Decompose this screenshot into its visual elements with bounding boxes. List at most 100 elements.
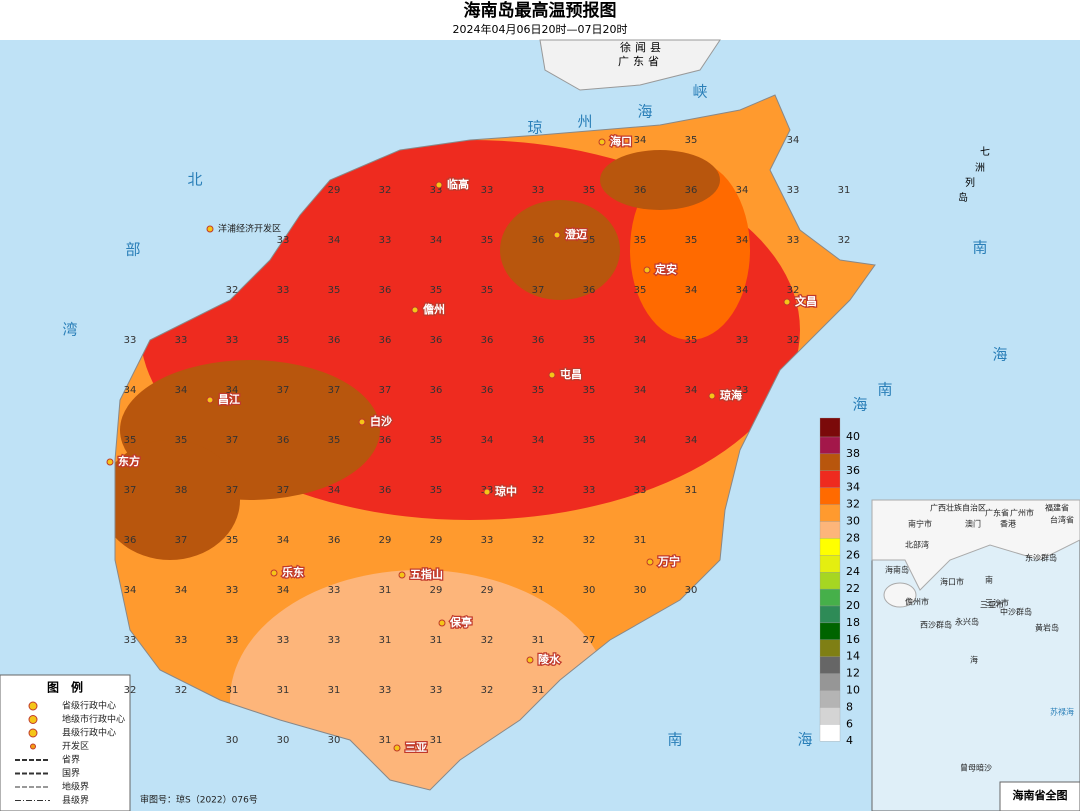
- city-label: 琼中: [495, 484, 517, 498]
- color-bin: [819, 504, 841, 522]
- temperature: 29: [481, 585, 494, 596]
- inset-label: 西沙群岛: [920, 620, 952, 630]
- temperature: 33: [787, 185, 800, 196]
- temperature: 37: [532, 285, 545, 296]
- sea-label: 琼: [527, 119, 542, 137]
- inset-label: 海口市: [940, 577, 964, 587]
- scale-label: 20: [846, 599, 860, 612]
- city-marker: [783, 298, 791, 306]
- temperature: 31: [685, 485, 698, 496]
- inset-label: 澳门: [965, 519, 981, 529]
- color-bin: [819, 673, 841, 691]
- temperature: 36: [481, 385, 494, 396]
- color-bin: [819, 707, 841, 725]
- temperature: 38: [175, 485, 188, 496]
- temperature: 32: [838, 235, 851, 246]
- temperature: 35: [430, 485, 443, 496]
- temperature: 32: [226, 285, 239, 296]
- temperature: 31: [532, 635, 545, 646]
- temperature: 35: [583, 385, 596, 396]
- temperature: 30: [583, 585, 596, 596]
- legend-item: 省级行政中心: [62, 700, 116, 712]
- temperature: 34: [481, 435, 494, 446]
- temperature: 35: [583, 185, 596, 196]
- city-marker: [598, 138, 606, 146]
- island-label: 洲: [975, 162, 985, 174]
- temperature: 34: [685, 435, 698, 446]
- temperature: 30: [226, 735, 239, 746]
- city-marker: [708, 392, 716, 400]
- temperature: 36: [379, 285, 392, 296]
- temperature: 34: [736, 185, 749, 196]
- inset-title: 海南省全图: [1013, 788, 1068, 802]
- approval: 审图号：琼S（2022）076号: [140, 794, 258, 806]
- temperature: 33: [124, 335, 137, 346]
- temperature: 36: [379, 335, 392, 346]
- temperature: 33: [430, 685, 443, 696]
- city-marker: [646, 558, 654, 566]
- temperature: 29: [430, 535, 443, 546]
- legend-title: 图 例: [47, 680, 83, 695]
- temperature: 37: [124, 485, 137, 496]
- legend-item: 县级行政中心: [62, 727, 116, 739]
- city-marker: [206, 225, 214, 233]
- scale-label: 40: [846, 430, 860, 443]
- temperature: 36: [430, 385, 443, 396]
- temperature: 31: [379, 585, 392, 596]
- legend-icon: [30, 743, 36, 750]
- city-label: 昌江: [218, 392, 240, 406]
- city-label: 白沙: [370, 414, 392, 428]
- temperature: 32: [787, 285, 800, 296]
- city-marker: [548, 371, 556, 379]
- temperature: 37: [277, 385, 290, 396]
- temperature: 33: [328, 635, 341, 646]
- temperature: 36: [328, 335, 341, 346]
- scale-label: 12: [846, 667, 860, 680]
- temperature: 35: [226, 535, 239, 546]
- legend-item: 开发区: [62, 740, 89, 752]
- color-bin: [819, 656, 841, 674]
- sea-label: 部: [125, 241, 140, 259]
- city-marker: [435, 181, 443, 189]
- temperature: 33: [328, 585, 341, 596]
- temperature: 31: [532, 585, 545, 596]
- sea-label: 峡: [692, 83, 707, 101]
- color-bin: [819, 605, 841, 624]
- inset-label: 三沙市: [985, 598, 1009, 608]
- legend-icon: [28, 728, 38, 738]
- temperature: 34: [430, 235, 443, 246]
- sea-label: 海: [992, 346, 1007, 364]
- temperature: 34: [634, 135, 647, 146]
- inset-label: 南: [985, 575, 993, 585]
- sea-label: 湾: [62, 321, 77, 339]
- legend-item: 地级市行政中心: [62, 713, 125, 725]
- city-label: 文昌: [795, 294, 817, 308]
- city-marker: [411, 306, 419, 314]
- color-bin: [819, 538, 841, 556]
- scale-label: 10: [846, 684, 860, 697]
- temperature: 36: [532, 235, 545, 246]
- color-bin: [819, 572, 841, 590]
- temperature: 34: [175, 385, 188, 396]
- city-label: 五指山: [410, 567, 443, 581]
- temperature: 33: [787, 235, 800, 246]
- temperature: 37: [226, 435, 239, 446]
- temperature: 36: [532, 335, 545, 346]
- legend-icon: [28, 701, 38, 711]
- color-bin: [819, 690, 841, 708]
- sea-label: 南: [972, 239, 987, 257]
- city-marker: [438, 619, 446, 627]
- temperature: 35: [430, 435, 443, 446]
- inset-label: 香港: [1000, 519, 1016, 529]
- sea-label: 海: [637, 103, 652, 121]
- sea-label: 南: [877, 381, 892, 399]
- color-bin: [819, 622, 841, 640]
- temperature: 32: [532, 535, 545, 546]
- scale-label: 26: [846, 548, 860, 561]
- temperature: 35: [685, 235, 698, 246]
- temperature: 34: [787, 135, 800, 146]
- temperature: 30: [634, 585, 647, 596]
- inset-label: 南宁市: [908, 519, 932, 529]
- inset-label: 广东省: [985, 508, 1009, 518]
